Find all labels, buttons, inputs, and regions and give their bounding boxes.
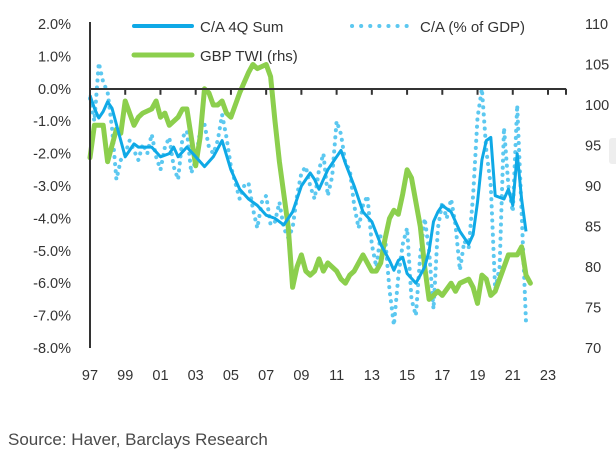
legend: C/A 4Q Sum C/A (% of GDP) GBP TWI (rhs) <box>131 19 525 65</box>
right-y-tick-label: 75 <box>585 301 601 317</box>
source-note: Source: Haver, Barclays Research <box>8 430 268 449</box>
left-y-tick-label: -6.0% <box>33 276 71 292</box>
x-tick-label: 23 <box>540 368 556 384</box>
x-tick-labels: 97 99 01 03 05 07 09 11 13 15 17 19 21 23 <box>82 368 556 384</box>
legend-label-ca-pct-gdp: C/A (% of GDP) <box>420 19 525 36</box>
series-layer <box>87 60 533 328</box>
right-y-tick-labels: 110 105 100 95 90 85 80 75 70 <box>585 17 609 357</box>
left-y-tick-label: -7.0% <box>33 309 71 325</box>
left-y-tick-label: -4.0% <box>33 211 71 227</box>
x-tick-label: 15 <box>399 368 415 384</box>
x-tick-label: 03 <box>188 368 204 384</box>
ticks-layer <box>89 88 567 95</box>
left-y-tick-label: 0.0% <box>38 82 71 98</box>
right-y-tick-label: 105 <box>585 58 609 74</box>
left-y-tick-label: 2.0% <box>38 17 71 33</box>
x-tick-label: 19 <box>469 368 485 384</box>
left-y-tick-label: -3.0% <box>33 179 71 195</box>
scroll-edge-handle <box>609 138 616 164</box>
x-tick-label: 99 <box>117 368 133 384</box>
x-tick-label: 97 <box>82 368 98 384</box>
right-y-tick-label: 95 <box>585 139 601 155</box>
right-y-tick-label: 85 <box>585 220 601 236</box>
x-tick-label: 07 <box>258 368 274 384</box>
x-tick-label: 11 <box>329 368 344 384</box>
legend-entry-gbp-twi: GBP TWI (rhs) <box>131 48 298 65</box>
x-tick-label: 05 <box>223 368 239 384</box>
right-y-tick-label: 100 <box>585 98 609 114</box>
series-line-gbp-twi-rhs <box>87 62 533 306</box>
legend-entry-ca-pct-gdp: C/A (% of GDP) <box>350 19 525 36</box>
series-line-c-a-4q-sum <box>88 94 528 285</box>
x-tick-label: 17 <box>434 368 450 384</box>
right-y-tick-label: 90 <box>585 179 601 195</box>
right-y-tick-label: 80 <box>585 260 601 276</box>
legend-label-ca-4q-sum: C/A 4Q Sum <box>200 19 283 36</box>
right-y-tick-label: 70 <box>585 341 601 357</box>
legend-entry-ca-4q-sum: C/A 4Q Sum <box>132 19 283 36</box>
left-y-tick-label: -8.0% <box>33 341 71 357</box>
left-y-tick-label: -1.0% <box>33 114 71 130</box>
x-tick-label: 21 <box>505 368 521 384</box>
left-y-tick-label: -2.0% <box>33 147 71 163</box>
legend-label-gbp-twi: GBP TWI (rhs) <box>200 48 298 65</box>
axes-layer <box>89 22 566 348</box>
x-tick-label: 13 <box>364 368 380 384</box>
right-y-tick-label: 110 <box>585 17 608 33</box>
x-tick-label: 01 <box>152 368 168 384</box>
left-y-tick-label: 1.0% <box>38 49 71 65</box>
x-tick-label: 09 <box>293 368 309 384</box>
left-y-tick-label: -5.0% <box>33 244 71 260</box>
left-y-tick-labels: 2.0% 1.0% 0.0% -1.0% -2.0% -3.0% -4.0% -5.0% -6.… <box>33 17 71 357</box>
